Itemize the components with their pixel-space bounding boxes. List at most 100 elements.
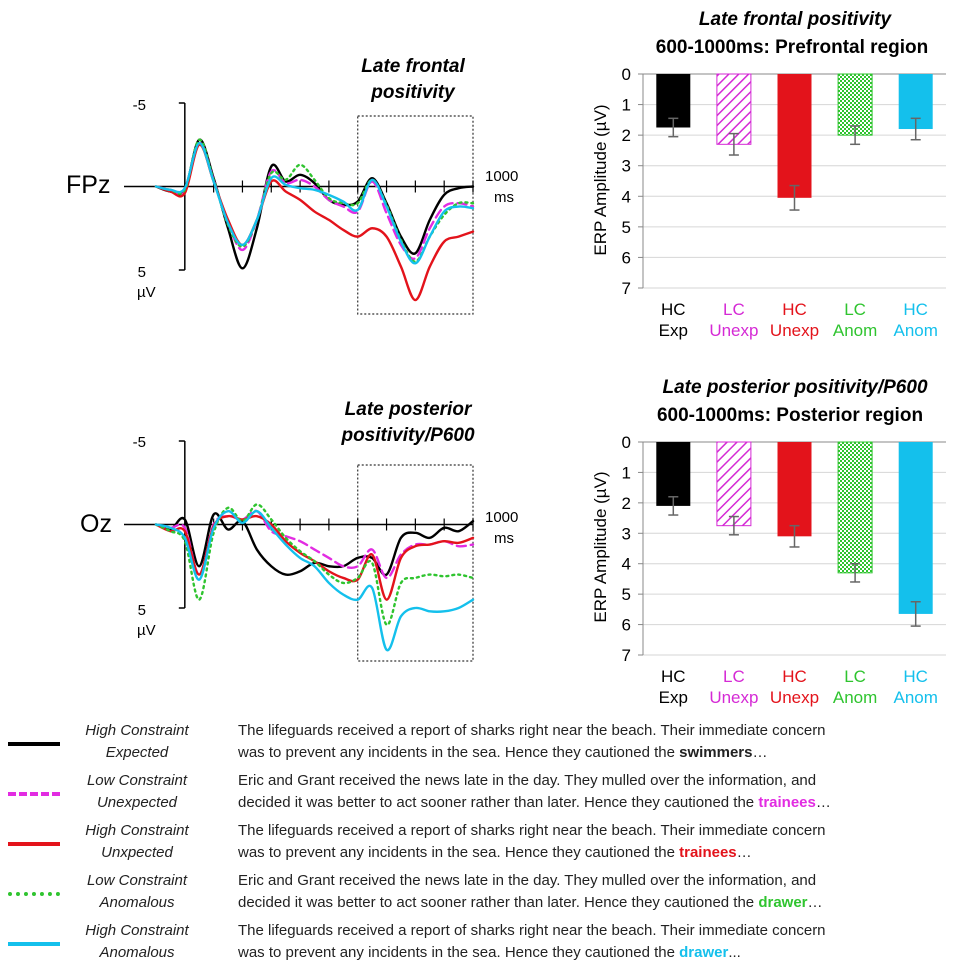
fpz-window-label-1: Late frontal	[361, 56, 465, 77]
legend-condition-line1: High Constraint	[85, 822, 189, 839]
legend-sentence-line1: Eric and Grant received the news late in…	[238, 772, 817, 789]
legend-swatch	[8, 742, 60, 746]
legend-condition-line1: Low Constraint	[86, 872, 188, 889]
legend-swatch	[8, 842, 60, 846]
legend-condition-line2: Anomalous	[99, 894, 175, 911]
category-label: HC	[903, 667, 928, 686]
legend-target-word: drawer	[679, 944, 729, 961]
bar-hc-anom	[898, 442, 933, 614]
legend-row-hc-anom: High Constraint Anomalous The lifeguards …	[0, 918, 965, 968]
category-label: Anom	[833, 688, 877, 707]
bar-hc-exp	[656, 442, 691, 506]
bar-lc-anom	[837, 73, 873, 136]
legend-ellipsis: …	[736, 844, 752, 861]
waveform-hc_unexp	[154, 143, 475, 302]
waveform-lc_unexp	[154, 141, 475, 261]
y-tick-label: 4	[622, 187, 631, 206]
legend-condition-line1: High Constraint	[85, 722, 189, 739]
legend-target-word: swimmers	[679, 744, 753, 761]
category-label: HC	[782, 300, 807, 319]
oz-y-bottom-label: 5	[138, 602, 146, 619]
waveform-lc_anom	[154, 503, 475, 626]
posterior-title-2: 600-1000ms: Posterior region	[657, 405, 923, 426]
legend-ellipsis: …	[752, 744, 768, 761]
oz-x-end-label: 1000	[485, 509, 518, 526]
waveform-hc_exp	[154, 512, 475, 577]
category-label: LC	[844, 300, 866, 319]
legend-ellipsis: …	[815, 794, 831, 811]
category-label: HC	[661, 667, 686, 686]
y-tick-label: 7	[622, 279, 631, 298]
oz-y-top-label: -5	[133, 434, 146, 451]
prefrontal-title-2: 600-1000ms: Prefrontal region	[656, 37, 928, 58]
waveform-hc_anom	[154, 141, 475, 265]
legend-condition-line2: Expected	[105, 744, 169, 761]
posterior-ylabel: ERP Amplitude (µV)	[591, 471, 610, 622]
oz-x-unit: ms	[494, 530, 514, 547]
bar-lc-anom	[837, 441, 873, 574]
y-tick-label: 3	[622, 157, 631, 176]
oz-window-label-1: Late posterior	[345, 399, 473, 420]
legend-target-word: trainees	[679, 844, 737, 861]
legend-row-lc-anom: Low Constraint Anomalous Eric and Grant r…	[0, 868, 965, 918]
y-tick-label: 2	[622, 126, 631, 145]
legend-condition: High Constraint Anomalous	[62, 920, 212, 964]
y-tick-label: 0	[622, 433, 631, 452]
legend-row-hc-unexp: High Constraint Unxpected The lifeguards …	[0, 818, 965, 868]
legend-target-word: drawer	[758, 894, 808, 911]
y-tick-label: 5	[622, 585, 631, 604]
category-label: Unexp	[770, 688, 819, 707]
fpz-y-bottom-label: 5	[138, 264, 146, 281]
y-tick-label: 4	[622, 555, 631, 574]
fpz-x-end-label: 1000	[485, 168, 518, 185]
legend-swatch	[8, 892, 60, 896]
legend-condition: Low Constraint Unexpected	[62, 770, 212, 814]
legend-sentence-line1: The lifeguards received a report of shar…	[238, 722, 826, 739]
oz-y-unit: µV	[137, 622, 156, 639]
fpz-waveform-plot: Late frontal positivity FPz -5 5 µV 1000…	[66, 56, 518, 315]
legend-swatch	[8, 942, 60, 946]
fpz-electrode-label: FPz	[66, 171, 110, 199]
category-label: Anom	[833, 321, 877, 340]
legend-sentence-line2: was to prevent any incidents in the sea.…	[238, 944, 680, 961]
legend-sentence: The lifeguards received a report of shar…	[238, 720, 958, 764]
fpz-x-unit: ms	[494, 189, 514, 206]
y-tick-label: 1	[622, 463, 631, 482]
y-tick-label: 0	[622, 65, 631, 84]
prefrontal-ylabel: ERP Amplitude (µV)	[591, 104, 610, 255]
legend-sentence-line1: The lifeguards received a report of shar…	[238, 822, 826, 839]
legend-condition-line2: Anomalous	[99, 944, 175, 961]
oz-waveform-plot: Late posterior positivity/P600 Oz -5 5 µ…	[80, 399, 518, 662]
legend-ellipsis: ...	[728, 944, 741, 961]
legend-condition-line1: Low Constraint	[86, 772, 188, 789]
legend-sentence: The lifeguards received a report of shar…	[238, 820, 958, 864]
posterior-bar-chart: Late posterior positivity/P600 600-1000m…	[591, 377, 946, 707]
y-tick-label: 7	[622, 646, 631, 665]
legend-condition: High Constraint Expected	[62, 720, 212, 764]
category-label: LC	[844, 667, 866, 686]
category-label: Unexp	[709, 321, 758, 340]
bar-hc-unexp	[777, 442, 812, 537]
time-window-box	[357, 464, 474, 662]
legend-condition-line2: Unxpected	[101, 844, 173, 861]
category-label: Exp	[659, 321, 688, 340]
y-tick-label: 3	[622, 524, 631, 543]
category-label: LC	[723, 300, 745, 319]
prefrontal-bar-chart: Late frontal positivity 600-1000ms: Pref…	[591, 9, 946, 340]
fpz-y-top-label: -5	[133, 97, 146, 114]
legend-ellipsis: …	[807, 894, 823, 911]
y-tick-label: 1	[622, 96, 631, 115]
legend-sentence-line1: The lifeguards received a report of shar…	[238, 922, 826, 939]
legend-sentence: The lifeguards received a report of shar…	[238, 920, 958, 964]
legend-sentence-line2: decided it was better to act sooner rath…	[238, 794, 759, 811]
erp-figure: Late frontal positivity FPz -5 5 µV 1000…	[66, 9, 946, 707]
oz-electrode-label: Oz	[80, 510, 112, 538]
legend-sentence: Eric and Grant received the news late in…	[238, 770, 958, 814]
category-label: HC	[903, 300, 928, 319]
bar-hc-unexp	[777, 74, 812, 198]
legend-condition-line1: High Constraint	[85, 922, 189, 939]
oz-window-label-2: positivity/P600	[340, 425, 474, 446]
time-window-box	[357, 115, 474, 315]
category-label: LC	[723, 667, 745, 686]
category-label: Anom	[893, 688, 937, 707]
